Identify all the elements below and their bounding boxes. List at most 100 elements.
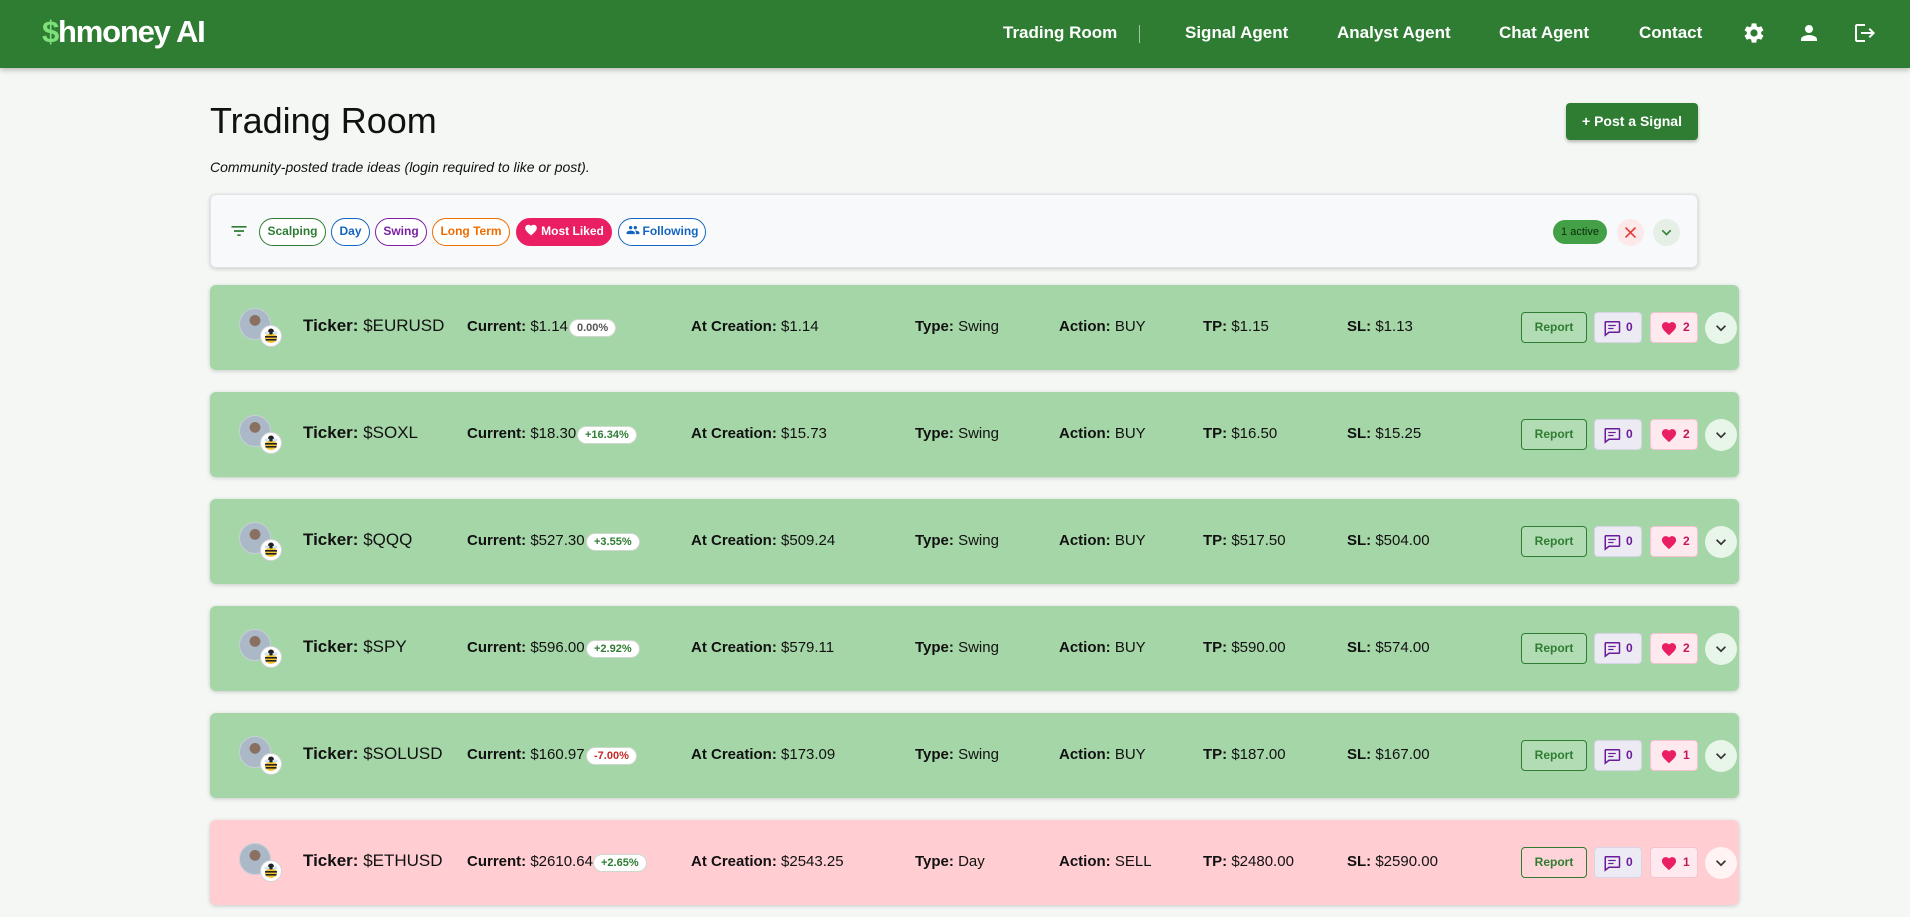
chevron-down-icon xyxy=(1716,753,1726,760)
like-button[interactable]: 1 xyxy=(1650,740,1698,771)
action-field: Action: BUY xyxy=(1059,532,1146,549)
current-price-field: Current: $527.30 xyxy=(467,532,585,549)
like-button[interactable]: 2 xyxy=(1650,312,1698,343)
bee-avatar-icon xyxy=(260,646,282,668)
active-filters-badge: 1 active xyxy=(1553,220,1607,244)
comment-count: 0 xyxy=(1626,855,1633,869)
ticker-field: Ticker: $SOXL xyxy=(303,423,418,443)
user-icon[interactable] xyxy=(1797,21,1821,45)
signal-card[interactable]: Ticker: $SOXL Current: $18.30 +16.34% At Cr… xyxy=(210,392,1739,477)
action-field: Action: BUY xyxy=(1059,639,1146,656)
brand-dollar: $ xyxy=(42,14,59,49)
ticker-value: $QQQ xyxy=(363,530,413,549)
stop-loss-field: SL: $2590.00 xyxy=(1347,853,1438,870)
current-value: $1.14 xyxy=(530,318,568,335)
like-button[interactable]: 2 xyxy=(1650,419,1698,450)
signal-card[interactable]: Ticker: $QQQ Current: $527.30 +3.55% At Cre… xyxy=(210,499,1739,584)
comments-button[interactable]: 0 xyxy=(1594,740,1642,771)
brand-logo[interactable]: $hmoney AI xyxy=(42,14,206,50)
signal-card[interactable]: Ticker: $EURUSD Current: $1.14 0.00% At Cre… xyxy=(210,285,1739,370)
bee-avatar-icon xyxy=(260,539,282,561)
report-button[interactable]: Report xyxy=(1521,419,1587,450)
nav-trading-room[interactable]: Trading Room xyxy=(1003,23,1118,42)
ticker-label: Ticker: xyxy=(303,744,359,763)
sl-value: $504.00 xyxy=(1375,532,1430,549)
type-label: Type: xyxy=(915,853,954,870)
signal-card[interactable]: Ticker: $SOLUSD Current: $160.97 -7.00% At … xyxy=(210,713,1739,798)
stop-loss-field: SL: $504.00 xyxy=(1347,532,1430,549)
like-button[interactable]: 2 xyxy=(1650,633,1698,664)
action-field: Action: BUY xyxy=(1059,425,1146,442)
comments-button[interactable]: 0 xyxy=(1594,633,1642,664)
tp-label: TP: xyxy=(1203,425,1228,442)
avatar[interactable] xyxy=(239,629,271,661)
bee-avatar-icon xyxy=(260,325,282,347)
ticker-field: Ticker: $SPY xyxy=(303,637,407,657)
filter-chip-scalping[interactable]: Scalping xyxy=(259,218,326,246)
like-button[interactable]: 2 xyxy=(1650,526,1698,557)
nav-separator xyxy=(1139,25,1140,43)
filter-chip-day[interactable]: Day xyxy=(331,218,370,246)
clear-filters-button[interactable] xyxy=(1617,219,1644,246)
post-signal-button[interactable]: + Post a Signal xyxy=(1566,103,1698,140)
report-button[interactable]: Report xyxy=(1521,633,1587,664)
report-button[interactable]: Report xyxy=(1521,740,1587,771)
toggle-filters-button[interactable] xyxy=(1653,219,1680,246)
filter-chip-following[interactable]: Following xyxy=(618,218,706,246)
sl-label: SL: xyxy=(1347,318,1372,335)
comments-button[interactable]: 0 xyxy=(1594,526,1642,557)
nav-contact[interactable]: Contact xyxy=(1639,23,1703,42)
chevron-down-icon xyxy=(1716,646,1726,653)
action-label: Action: xyxy=(1059,318,1111,335)
comments-button[interactable]: 0 xyxy=(1594,312,1642,343)
type-label: Type: xyxy=(915,425,954,442)
take-profit-field: TP: $517.50 xyxy=(1203,532,1286,549)
signal-card[interactable]: Ticker: $ETHUSD Current: $2610.64 +2.65% At… xyxy=(210,820,1739,905)
nav-analyst-agent[interactable]: Analyst Agent xyxy=(1337,23,1451,42)
creation-value: $579.11 xyxy=(781,639,835,656)
creation-label: At Creation: xyxy=(691,532,777,549)
signal-card[interactable]: Ticker: $SPY Current: $596.00 +2.92% At Cre… xyxy=(210,606,1739,691)
sl-value: $167.00 xyxy=(1375,746,1430,763)
chevron-down-icon xyxy=(1716,432,1726,439)
logout-icon[interactable] xyxy=(1853,21,1877,45)
ticker-value: $ETHUSD xyxy=(363,851,443,870)
expand-card-button[interactable] xyxy=(1705,847,1737,879)
expand-card-button[interactable] xyxy=(1705,419,1737,451)
nav-chat-agent[interactable]: Chat Agent xyxy=(1499,23,1590,42)
filter-chip-most-liked[interactable]: Most Liked xyxy=(516,218,612,246)
report-button[interactable]: Report xyxy=(1521,847,1587,878)
action-value: BUY xyxy=(1114,639,1146,656)
sl-value: $15.25 xyxy=(1375,425,1422,442)
expand-card-button[interactable] xyxy=(1705,526,1737,558)
creation-label: At Creation: xyxy=(691,425,777,442)
action-value: BUY xyxy=(1114,318,1146,335)
filter-chip-swing[interactable]: Swing xyxy=(375,218,427,246)
bee-avatar-icon xyxy=(260,860,282,882)
action-field: Action: BUY xyxy=(1059,318,1146,335)
report-button[interactable]: Report xyxy=(1521,526,1587,557)
sl-label: SL: xyxy=(1347,746,1372,763)
chip-label: Most Liked xyxy=(541,224,604,238)
current-price-field: Current: $160.97 xyxy=(467,746,585,763)
filter-chip-long-term[interactable]: Long Term xyxy=(432,218,510,246)
expand-card-button[interactable] xyxy=(1705,740,1737,772)
bee-avatar-icon xyxy=(260,432,282,454)
like-count: 2 xyxy=(1683,534,1690,548)
ticker-field: Ticker: $SOLUSD xyxy=(303,744,443,764)
comments-button[interactable]: 0 xyxy=(1594,419,1642,450)
heart-icon xyxy=(1661,322,1677,336)
sl-label: SL: xyxy=(1347,853,1372,870)
gear-icon[interactable] xyxy=(1742,21,1766,45)
nav-signal-agent[interactable]: Signal Agent xyxy=(1185,23,1289,42)
expand-card-button[interactable] xyxy=(1705,312,1737,344)
like-button[interactable]: 1 xyxy=(1650,847,1698,878)
type-field: Type: Swing xyxy=(915,425,999,442)
expand-card-button[interactable] xyxy=(1705,633,1737,665)
report-button[interactable]: Report xyxy=(1521,312,1587,343)
creation-label: At Creation: xyxy=(691,639,777,656)
filter-icon[interactable] xyxy=(229,221,249,241)
comments-button[interactable]: 0 xyxy=(1594,847,1642,878)
type-value: Swing xyxy=(958,532,999,549)
ticker-label: Ticker: xyxy=(303,530,359,549)
